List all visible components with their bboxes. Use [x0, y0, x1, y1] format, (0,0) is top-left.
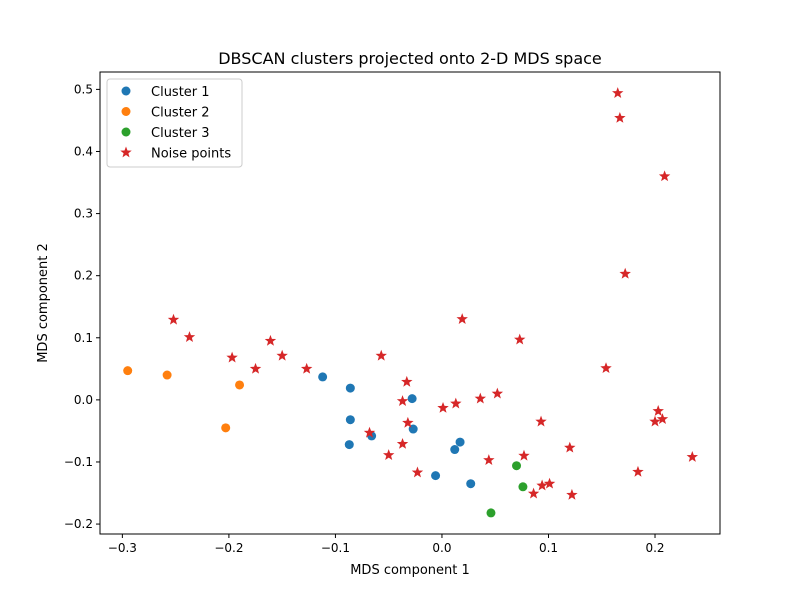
legend-label: Cluster 1 [151, 85, 210, 100]
data-point-noise-points [226, 351, 238, 363]
y-tick-label: 0.0 [74, 393, 93, 407]
x-axis-label: MDS component 1 [350, 563, 470, 578]
y-axis-label: MDS component 2 [36, 243, 51, 363]
data-point-cluster-1 [450, 445, 460, 455]
legend-label: Cluster 3 [151, 126, 210, 141]
x-tick-label: −0.3 [108, 541, 137, 555]
y-tick-label: −0.1 [64, 455, 93, 469]
data-point-noise-points [411, 466, 424, 478]
data-point-noise-points [396, 437, 409, 449]
data-point-noise-points [276, 349, 288, 361]
data-point-noise-points [183, 331, 196, 343]
data-point-noise-points [249, 362, 262, 374]
data-point-noise-points [564, 441, 576, 453]
data-point-noise-points [363, 426, 376, 438]
data-point-noise-points [614, 111, 626, 123]
data-point-noise-points [375, 349, 387, 361]
legend: Cluster 1 Cluster 2 Cluster 3 Noise points [106, 78, 243, 168]
data-point-noise-points [527, 487, 540, 499]
data-point-noise-points [401, 375, 413, 387]
data-point-noise-points [656, 413, 669, 424]
data-point-cluster-3 [518, 482, 528, 492]
data-point-noise-points [300, 362, 313, 374]
data-point-cluster-2 [123, 366, 133, 376]
y-tick-label: 0.2 [74, 269, 93, 283]
data-point-cluster-2 [221, 423, 231, 433]
data-point-noise-points [619, 267, 631, 279]
data-point-noise-points [382, 449, 395, 460]
x-tick-label: −0.1 [321, 541, 350, 555]
y-tick-label: 0.4 [74, 144, 93, 158]
data-point-cluster-2 [162, 370, 172, 380]
legend-box [106, 78, 243, 168]
legend-label: Noise points [151, 147, 231, 162]
data-point-noise-points [474, 392, 487, 404]
data-point-noise-points [483, 454, 495, 465]
data-point-noise-points [518, 449, 530, 461]
data-point-cluster-3 [486, 508, 496, 518]
data-point-noise-points [264, 334, 277, 346]
data-point-noise-points [649, 415, 661, 427]
legend-label: Cluster 2 [151, 106, 210, 121]
data-point-cluster-1 [345, 415, 355, 425]
data-point-cluster-1 [431, 471, 441, 481]
data-point-noise-points [396, 395, 409, 406]
legend-marker [121, 107, 131, 116]
x-tick-label: 0.1 [539, 541, 558, 555]
legend-marker [121, 86, 131, 96]
data-point-cluster-1 [344, 440, 354, 450]
data-point-noise-points [437, 401, 449, 413]
data-point-noise-points [450, 397, 462, 409]
data-point-noise-points [167, 313, 180, 325]
plot-frame [99, 71, 721, 535]
x-tick-label: 0.0 [432, 541, 451, 555]
data-point-cluster-1 [466, 479, 476, 489]
data-point-noise-points [566, 488, 578, 500]
data-point-cluster-1 [455, 437, 465, 447]
data-point-noise-points [456, 313, 468, 324]
data-point-noise-points [686, 451, 699, 462]
data-point-noise-points [658, 170, 671, 182]
data-point-noise-points [514, 333, 526, 345]
x-tick-label: −0.2 [214, 541, 243, 555]
data-point-noise-points [491, 387, 504, 399]
y-tick-label: 0.5 [74, 82, 93, 96]
data-point-noise-points [600, 362, 612, 374]
data-point-noise-points [543, 477, 556, 489]
y-tick-label: −0.2 [64, 517, 93, 531]
data-point-cluster-3 [512, 461, 522, 471]
chart-title: DBSCAN clusters projected onto 2-D MDS s… [218, 49, 602, 68]
data-point-cluster-1 [407, 394, 417, 404]
data-point-noise-points [652, 405, 664, 416]
data-point-cluster-2 [235, 380, 245, 390]
legend-marker [120, 146, 132, 158]
y-tick-label: 0.3 [74, 207, 93, 221]
data-point-noise-points [535, 415, 547, 427]
data-point-noise-points [632, 465, 644, 477]
data-point-noise-points [536, 479, 548, 491]
data-point-noise-points [612, 87, 624, 98]
data-point-cluster-1 [318, 372, 328, 382]
legend-marker [121, 127, 131, 137]
y-tick-label: 0.1 [74, 331, 93, 345]
x-tick-label: 0.2 [645, 541, 664, 555]
data-point-cluster-1 [345, 383, 355, 393]
data-point-noise-points [402, 416, 414, 428]
